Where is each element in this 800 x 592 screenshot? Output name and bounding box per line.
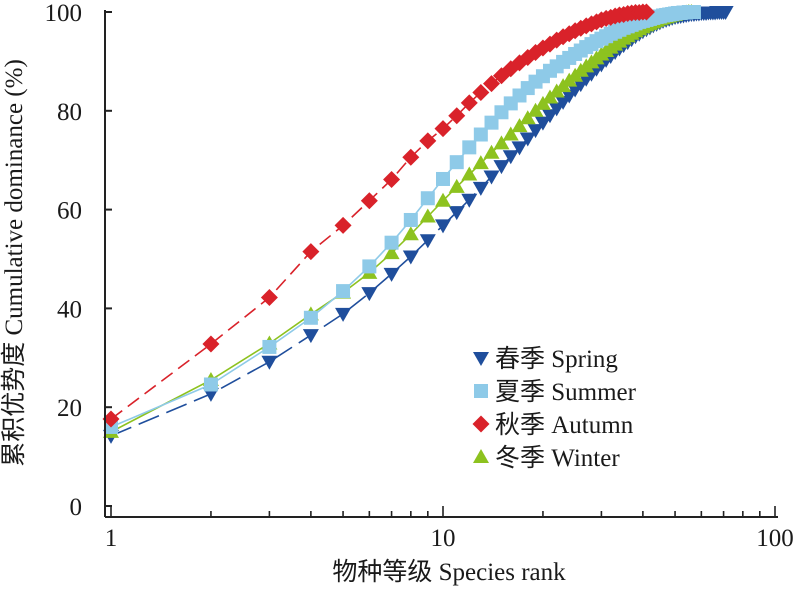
data-point [502, 126, 519, 141]
legend-marker [473, 449, 489, 463]
data-point [493, 160, 510, 175]
data-point [493, 135, 510, 150]
data-point [472, 155, 489, 170]
x-axis-title: 物种等级 Species rank [332, 558, 566, 586]
y-ticks: 0 20 40 60 80 100 [45, 0, 112, 521]
data-point [519, 132, 536, 147]
data-point [435, 219, 451, 234]
legend-label: 春季 Spring [495, 345, 618, 373]
data-point [527, 124, 544, 139]
data-point [360, 192, 378, 210]
data-point [260, 289, 278, 307]
data-point [202, 335, 220, 353]
legend-label: 冬季 Winter [495, 444, 620, 472]
data-point [419, 234, 436, 249]
y-tick-label: 20 [57, 395, 82, 422]
x-tick-label: 1 [105, 525, 118, 552]
data-point [262, 339, 277, 354]
data-point [420, 191, 435, 206]
series-summer [104, 5, 701, 434]
data-point [511, 118, 528, 133]
data-point [384, 235, 399, 250]
data-point [472, 181, 489, 196]
data-point [383, 170, 401, 188]
data-point [434, 120, 452, 138]
data-point [102, 410, 120, 428]
data-point [519, 110, 536, 125]
data-point [462, 140, 477, 155]
y-axis-title: 累积优势度 Cumulative dominance (%) [0, 59, 28, 467]
data-point [336, 284, 351, 299]
data-point [419, 208, 436, 223]
data-point [502, 150, 519, 165]
y-tick-label: 40 [57, 296, 82, 323]
x-ticks: 1 10 100 [105, 506, 794, 552]
data-point [383, 245, 400, 260]
data-point [403, 212, 418, 227]
x-tick-label: 100 [756, 525, 794, 552]
legend-marker [473, 352, 489, 366]
legend-marker [474, 384, 488, 398]
data-point [402, 250, 419, 265]
data-point [460, 94, 478, 112]
x-tick-label: 10 [431, 525, 456, 552]
data-point [261, 355, 278, 370]
data-point [461, 193, 478, 208]
data-point [302, 329, 319, 344]
data-point [548, 102, 565, 117]
data-point [637, 3, 655, 21]
data-point [419, 132, 437, 150]
data-point [303, 310, 318, 325]
data-point [361, 287, 378, 302]
data-point [483, 170, 500, 185]
data-point [461, 166, 478, 181]
data-point [402, 148, 420, 166]
data-point [686, 5, 701, 19]
data-point [717, 6, 734, 20]
series-autumn [102, 3, 655, 428]
data-point [511, 141, 528, 156]
data-point [541, 109, 558, 124]
data-point [302, 243, 320, 261]
series-line [110, 11, 726, 437]
data-point [483, 75, 501, 93]
data-point [383, 267, 400, 282]
data-point [502, 60, 520, 78]
y-tick-label: 100 [45, 0, 83, 27]
y-tick-label: 0 [70, 494, 83, 521]
y-tick-label: 60 [57, 198, 82, 225]
data-point [473, 127, 488, 142]
y-tick-label: 80 [57, 99, 82, 126]
data-point [534, 116, 551, 131]
data-point [335, 307, 352, 322]
series-layer [102, 3, 734, 444]
data-point [472, 84, 490, 102]
data-point [402, 226, 419, 241]
series-spring [103, 6, 734, 444]
data-point [448, 206, 465, 221]
data-point [448, 178, 465, 193]
legend: 春季 Spring 夏季 Summer 秋季 Autumn 冬季 Winter [472, 345, 637, 472]
data-point [334, 216, 352, 234]
data-point [449, 155, 464, 170]
data-point [362, 259, 377, 274]
data-point [203, 377, 218, 392]
data-point [435, 192, 451, 207]
legend-label: 夏季 Summer [495, 378, 637, 406]
legend-label: 秋季 Autumn [495, 411, 634, 439]
data-point [448, 107, 466, 125]
data-point [436, 171, 450, 186]
data-point [483, 144, 500, 159]
legend-marker [472, 415, 490, 433]
